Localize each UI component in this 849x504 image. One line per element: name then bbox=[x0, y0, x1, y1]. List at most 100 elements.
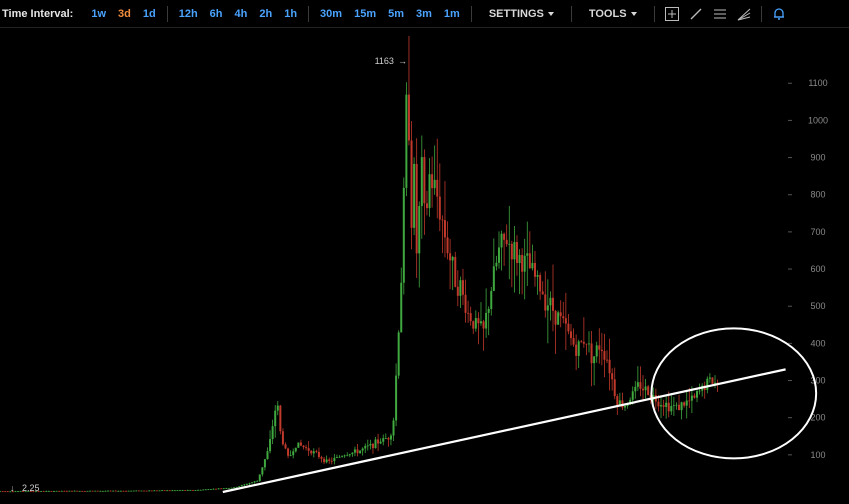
candle-body bbox=[508, 243, 511, 245]
toolbar: Time Interval: 1w 3d 1d 12h 6h 4h 2h 1h … bbox=[0, 0, 849, 28]
tools-menu[interactable]: TOOLS bbox=[589, 8, 637, 20]
horizontal-lines-icon[interactable] bbox=[711, 5, 729, 23]
candle-body bbox=[343, 455, 346, 457]
interval-30m[interactable]: 30m bbox=[320, 7, 343, 20]
trendline-icon[interactable] bbox=[687, 5, 705, 23]
interval-1d[interactable]: 1d bbox=[142, 7, 156, 20]
fan-icon[interactable] bbox=[735, 5, 753, 23]
settings-menu[interactable]: SETTINGS bbox=[489, 8, 554, 20]
candle-body bbox=[235, 486, 238, 488]
candle-body bbox=[665, 402, 668, 407]
candle-body bbox=[613, 379, 616, 397]
candle-body bbox=[297, 442, 300, 448]
candle-body bbox=[287, 448, 290, 456]
candle-body bbox=[688, 400, 691, 402]
candle-body bbox=[690, 395, 693, 401]
candle-body bbox=[685, 400, 688, 406]
candle-body bbox=[482, 321, 485, 329]
candle-body bbox=[240, 485, 243, 487]
candle-body bbox=[387, 438, 390, 440]
interval-5m[interactable]: 5m bbox=[388, 7, 405, 20]
candle-body bbox=[389, 435, 392, 440]
candle-body bbox=[400, 282, 403, 333]
candle-body bbox=[150, 490, 153, 492]
candle-body bbox=[11, 491, 14, 493]
candle-body bbox=[161, 490, 164, 492]
candle-body bbox=[315, 451, 318, 453]
candle-body bbox=[533, 262, 536, 277]
candle-body bbox=[130, 490, 133, 492]
y-tick-label: 1000 bbox=[808, 115, 828, 125]
y-tick-label: 300 bbox=[810, 376, 825, 386]
candle-body bbox=[644, 386, 647, 391]
interval-1w[interactable]: 1w bbox=[91, 7, 107, 20]
candle-body bbox=[32, 491, 35, 493]
candle-body bbox=[230, 487, 233, 489]
candle-body bbox=[107, 490, 110, 492]
interval-1m[interactable]: 1m bbox=[443, 7, 460, 20]
candle-body bbox=[96, 490, 99, 492]
bell-icon[interactable] bbox=[770, 5, 788, 23]
candle-body bbox=[341, 456, 344, 458]
candle-body bbox=[204, 489, 207, 491]
interval-4h[interactable]: 4h bbox=[234, 7, 248, 20]
candle-body bbox=[423, 157, 426, 204]
candle-body bbox=[284, 444, 287, 449]
candle-body bbox=[582, 341, 585, 344]
ellipse-annotation[interactable] bbox=[650, 327, 818, 460]
candle-body bbox=[215, 488, 218, 490]
interval-2h[interactable]: 2h bbox=[259, 7, 273, 20]
candle-body bbox=[117, 490, 120, 492]
candle-body bbox=[446, 237, 449, 254]
candle-body bbox=[191, 490, 194, 491]
interval-1h[interactable]: 1h bbox=[284, 7, 298, 20]
candle-body bbox=[693, 395, 696, 398]
candle-body bbox=[58, 490, 61, 492]
candle-body bbox=[122, 490, 125, 492]
candle-body bbox=[536, 275, 539, 277]
candle-body bbox=[513, 242, 516, 260]
divider bbox=[470, 5, 472, 22]
candle-body bbox=[431, 174, 434, 189]
candle-body bbox=[86, 490, 89, 492]
candle-body bbox=[624, 405, 627, 408]
candle-body bbox=[60, 490, 63, 492]
candle-body bbox=[521, 254, 524, 272]
candle-body bbox=[68, 490, 71, 492]
candle-body bbox=[227, 487, 230, 489]
candle-body bbox=[639, 382, 642, 389]
candle-body bbox=[312, 451, 315, 454]
candle-body bbox=[47, 491, 50, 492]
candle-body bbox=[76, 490, 79, 492]
candle-body bbox=[541, 291, 544, 295]
candle-body bbox=[14, 491, 17, 493]
candle-body bbox=[616, 396, 619, 406]
trendline-annotation[interactable] bbox=[222, 368, 786, 494]
candle-body bbox=[238, 486, 241, 487]
candle-body bbox=[189, 490, 192, 491]
candle-body bbox=[585, 343, 588, 345]
price-chart[interactable]: 100 200 300 400 500 600 700 800 900 1000 1100 1163… bbox=[0, 28, 849, 504]
interval-6h[interactable]: 6h bbox=[209, 7, 223, 20]
candle-body bbox=[50, 491, 53, 492]
interval-15m[interactable]: 15m bbox=[354, 7, 377, 20]
candle-body bbox=[528, 253, 531, 269]
candle-body bbox=[418, 206, 421, 254]
candle-body bbox=[245, 484, 248, 485]
candle-body bbox=[459, 280, 462, 296]
interval-3m[interactable]: 3m bbox=[416, 7, 432, 20]
candle-body bbox=[199, 489, 202, 491]
candle-body bbox=[0, 491, 1, 493]
candle-body bbox=[662, 405, 665, 407]
candle-body bbox=[477, 318, 480, 324]
candle-body bbox=[125, 490, 128, 492]
candle-body bbox=[618, 400, 621, 406]
crosshair-icon[interactable] bbox=[663, 5, 681, 23]
interval-12h[interactable]: 12h bbox=[178, 7, 198, 20]
candle-body bbox=[636, 382, 639, 387]
candle-body bbox=[274, 410, 277, 427]
candle-body bbox=[27, 491, 30, 492]
candle-body bbox=[289, 455, 292, 456]
interval-3d[interactable]: 3d bbox=[118, 7, 131, 20]
time-interval-label: Time Interval: bbox=[2, 7, 74, 20]
